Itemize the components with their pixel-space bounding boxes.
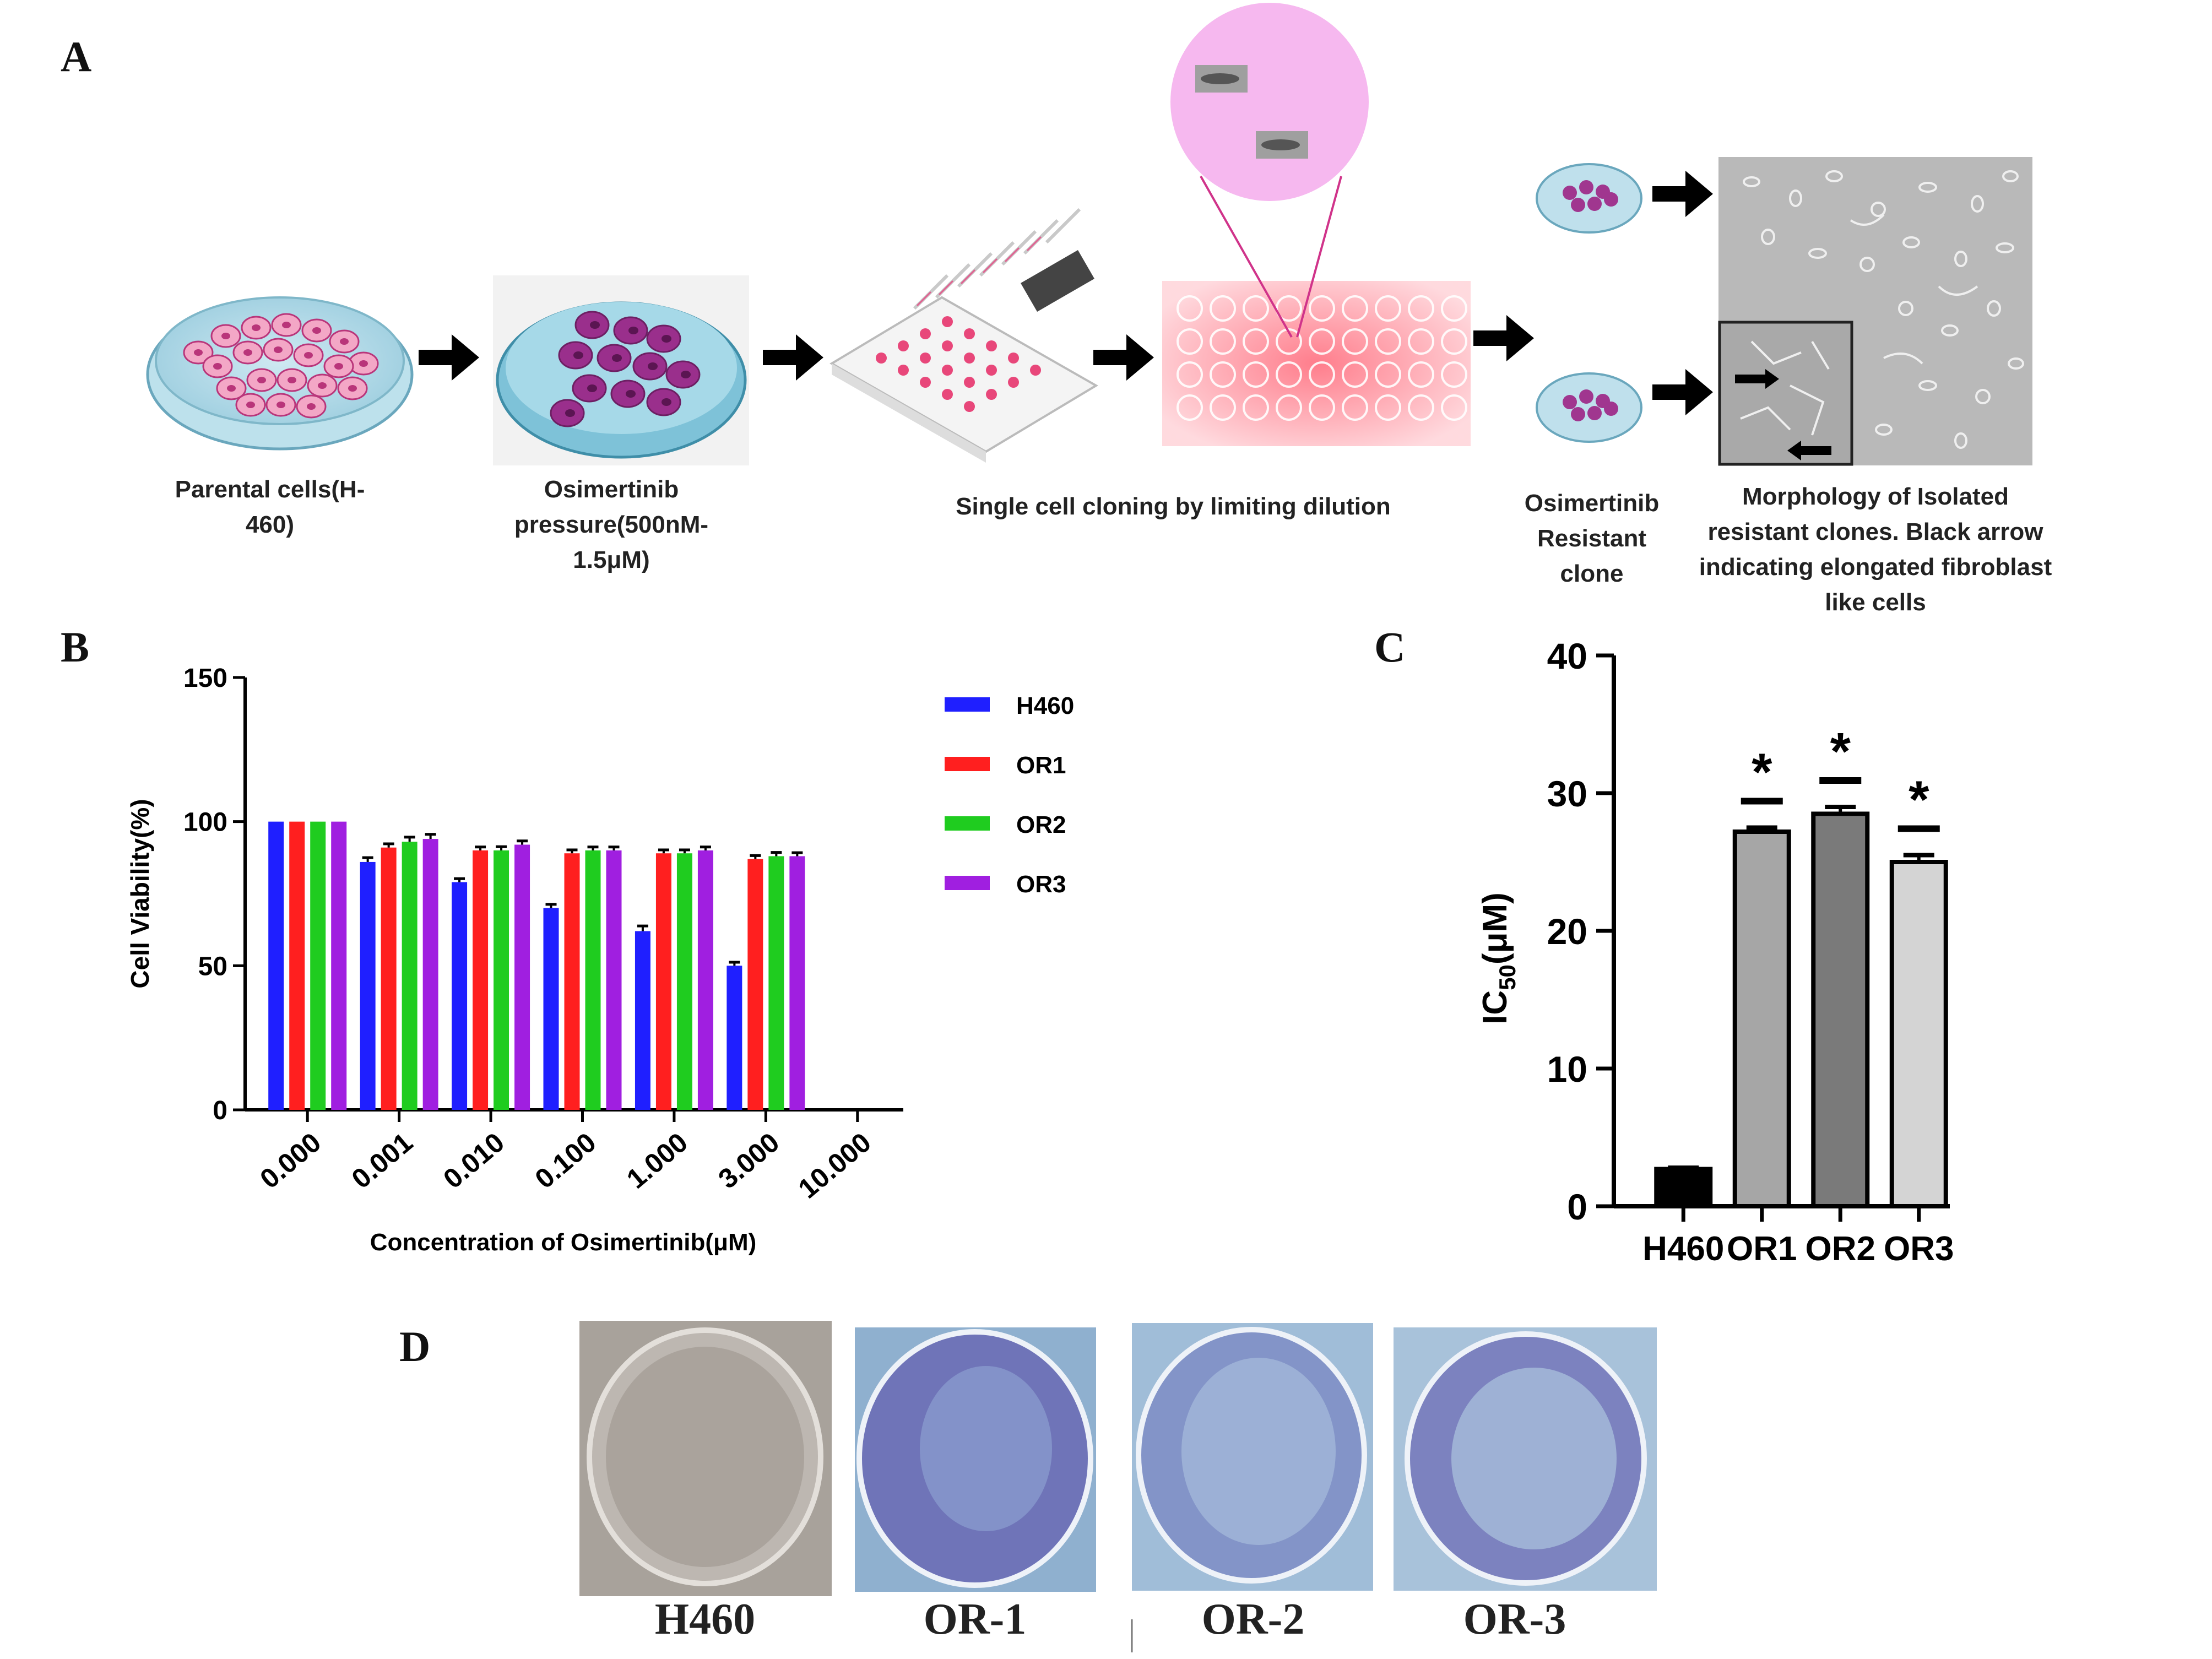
bar-or1	[473, 850, 489, 1110]
y-tick-label: 150	[183, 664, 227, 693]
morphology-micrograph	[1718, 157, 2032, 466]
legend-swatch-or1	[945, 757, 990, 771]
panel-label-c: C	[1374, 623, 1406, 671]
legend-label-or2: OR2	[1016, 811, 1066, 838]
y-tick-label: 30	[1547, 773, 1587, 814]
bar-h460	[727, 966, 742, 1110]
bar-or2	[402, 842, 418, 1110]
x-tick-label: 0.100	[529, 1127, 602, 1195]
y-tick-label: 0	[213, 1096, 227, 1125]
black-arrow-icon	[1735, 369, 1779, 389]
dish-label-or1: OR-1	[923, 1595, 1027, 1644]
bar-or2	[494, 850, 509, 1110]
bar-or2	[1811, 811, 1870, 1208]
black-arrow-icon	[1787, 441, 1831, 460]
bar-or1	[1732, 829, 1791, 1208]
bar-h460	[452, 882, 468, 1110]
parental-cells-dish	[146, 296, 414, 451]
bar-or2	[585, 850, 601, 1110]
y-tick-label: 0	[1567, 1186, 1587, 1227]
x-axis-label: Concentration of Osimertinib(μM)	[370, 1229, 757, 1256]
y-axis-label: IC50(μM)	[1476, 892, 1520, 1024]
panel-label-a: A	[61, 32, 92, 80]
bar-or1	[747, 859, 763, 1110]
step-caption-resistant: Osimertinib Resistant clone	[1524, 490, 1660, 587]
bar-or3	[789, 856, 805, 1110]
arrow-right-icon	[1652, 369, 1713, 415]
resistant-clone-dish-bottom	[1536, 372, 1642, 443]
bar-or3	[422, 839, 438, 1110]
x-tick-label: 0.000	[254, 1127, 327, 1195]
workflow-schematic	[146, 3, 2032, 466]
bar-h460	[268, 821, 284, 1110]
y-tick-label: 50	[198, 952, 227, 981]
bar-or2	[310, 821, 326, 1110]
step-caption-morphology: Morphology of Isolated resistant clones.…	[1699, 483, 2052, 616]
y-tick-label: 10	[1547, 1049, 1587, 1089]
well-plate-pipetting	[829, 208, 1098, 463]
legend-swatch-h460	[945, 697, 990, 712]
bar-h460	[543, 908, 559, 1110]
x-tick-label: OR1	[1727, 1230, 1797, 1268]
panel-label-d: D	[399, 1322, 431, 1370]
y-axis-label: Cell Viability(%)	[126, 799, 154, 988]
legend-swatch-or2	[945, 816, 990, 831]
bar-or3	[1889, 860, 1948, 1208]
legend-label-h460: H460	[1016, 692, 1074, 719]
panel-label-b: B	[61, 623, 90, 671]
y-tick-label: 20	[1547, 911, 1587, 952]
resistant-clone-dish-top	[1536, 163, 1642, 234]
x-tick-label: OR2	[1806, 1230, 1875, 1268]
bar-or1	[289, 821, 305, 1110]
significance-star: *	[1830, 722, 1851, 781]
bar-or2	[676, 853, 692, 1110]
cell-viability-chart: 0 50 100 150 0.000 0.001 0.010 0.100 1.000 3.000 1…	[126, 664, 1074, 1256]
bar-or3	[606, 850, 622, 1110]
colony-dish-or3	[1394, 1327, 1657, 1591]
x-tick-label: OR3	[1884, 1230, 1954, 1268]
arrow-right-icon	[1093, 334, 1154, 381]
bar-or1	[564, 853, 580, 1110]
bar-h460	[635, 931, 650, 1110]
dish-label-or2: OR-2	[1201, 1595, 1305, 1644]
x-tick-label: 10.000	[793, 1127, 877, 1205]
dish-label-h460: H460	[654, 1595, 756, 1644]
y-tick-label: 40	[1547, 636, 1587, 676]
arrow-right-icon	[419, 334, 479, 381]
legend-label-or3: OR3	[1016, 871, 1066, 898]
colony-dish-or1	[855, 1327, 1096, 1592]
x-tick-label: 0.001	[346, 1127, 419, 1195]
bar-or1	[655, 853, 671, 1110]
legend-label-or1: OR1	[1016, 752, 1066, 779]
bar-or1	[381, 847, 397, 1110]
arrow-right-icon	[1473, 315, 1534, 361]
colony-dish-h460	[579, 1321, 832, 1596]
colony-dish-or2	[1132, 1323, 1373, 1591]
ic50-chart: 0 10 20 30 40 H460 OR1 * OR2 * OR3 * IC50(μM)	[1476, 636, 1954, 1268]
dish-label-or3: OR-3	[1463, 1595, 1566, 1644]
bar-or3	[514, 844, 530, 1110]
legend-swatch-or3	[945, 876, 990, 890]
bar-h460	[1654, 1167, 1713, 1208]
step-caption-cloning: Single cell cloning by limiting dilution	[956, 493, 1391, 520]
significance-star: *	[1909, 771, 1929, 829]
bar-or2	[768, 856, 784, 1110]
arrow-right-icon	[1652, 171, 1713, 217]
step-caption-parental: Parental cells(H-460)	[175, 476, 365, 538]
bar-or3	[331, 821, 347, 1110]
arrow-right-icon	[763, 334, 823, 381]
osimertinib-pressure-dish	[493, 275, 749, 465]
x-tick-label: 3.000	[713, 1127, 785, 1195]
y-tick-label: 100	[183, 808, 227, 837]
bar-h460	[360, 861, 376, 1110]
x-tick-label: 1.000	[621, 1127, 693, 1195]
limiting-dilution-well-plate	[1162, 3, 1471, 446]
colony-assay-images	[579, 1321, 1657, 1652]
significance-star: *	[1752, 743, 1772, 802]
x-tick-label: H460	[1642, 1230, 1724, 1268]
bar-or3	[697, 850, 713, 1110]
step-caption-pressure: Osimertinib pressure(500nM-1.5μM)	[514, 476, 709, 573]
x-tick-label: 0.010	[437, 1127, 510, 1195]
